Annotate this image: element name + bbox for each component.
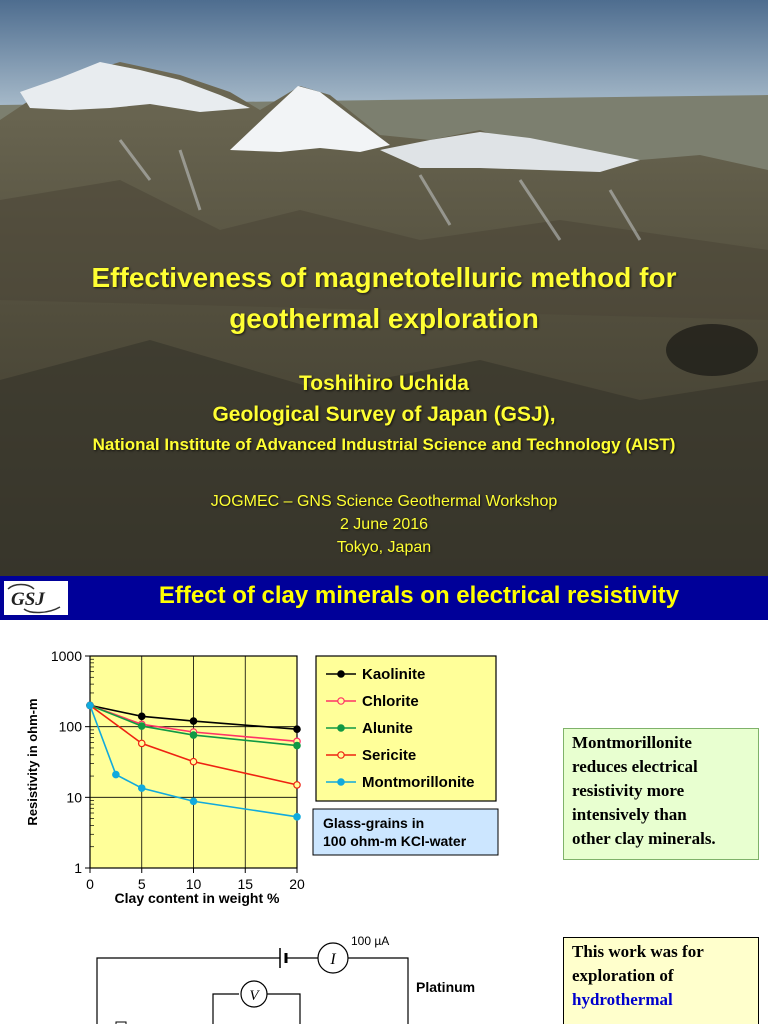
- data-point-montmorillonite: [293, 813, 301, 821]
- exploration-note-line1: This work was for: [572, 942, 704, 961]
- legend-entry-chlorite: Chlorite: [362, 693, 419, 710]
- annotation-line2: 100 ohm-m KCl-water: [323, 833, 467, 849]
- data-point-kaolinite: [137, 712, 146, 721]
- affiliation-gsj: Geological Survey of Japan (GSJ),: [212, 403, 556, 426]
- exploration-note: This work was for exploration of hydroth…: [563, 937, 759, 1024]
- montmorillonite-note-line: Montmorillonite: [572, 733, 692, 752]
- gsj-logo-text: GSJ: [11, 589, 45, 610]
- data-point-kaolinite: [293, 725, 301, 734]
- x-tick-label: 0: [86, 876, 94, 892]
- data-point-alunite: [189, 731, 198, 739]
- series-line-chlorite: [89, 704, 298, 743]
- montmorillonite-note-line: resistivity more: [572, 781, 685, 800]
- y-tick-label: 1000: [51, 648, 82, 664]
- data-point-montmorillonite: [112, 770, 120, 779]
- series-line-sericite: [89, 704, 298, 786]
- series-line-kaolinite: [89, 704, 298, 731]
- annotation-box: [312, 808, 499, 856]
- montmorillonite-note-line: intensively than: [572, 805, 687, 824]
- data-point-sericite: [189, 757, 198, 766]
- ammeter-symbol: I: [329, 951, 336, 968]
- axis-ticks: 0 5 10 15 20 1 10 100 1000: [51, 648, 305, 892]
- legend-entry-kaolinite: Kaolinite: [362, 666, 425, 683]
- montmorillonite-note-line: reduces electrical: [572, 757, 698, 776]
- slide-header-bar: GSJ Effect of clay minerals on electrica…: [0, 576, 768, 620]
- volcano-landscape-background: [0, 0, 768, 576]
- x-tick-label: 10: [186, 876, 202, 892]
- data-point-sericite: [293, 781, 301, 789]
- gsj-logo: GSJ: [4, 581, 68, 615]
- legend-marker: [337, 778, 345, 786]
- circuit-wire-left: [96, 957, 280, 1024]
- data-point-montmorillonite: [189, 797, 198, 806]
- legend-marker: [337, 670, 345, 678]
- exploration-note-highlight: hydrothermal: [572, 990, 673, 1009]
- data-point-sericite: [137, 739, 146, 748]
- series-line-alunite: [89, 704, 298, 747]
- affiliation-aist: National Institute of Advanced Industria…: [92, 435, 676, 454]
- x-tick-label: 20: [289, 876, 305, 892]
- data-point-montmorillonite: [86, 701, 94, 710]
- x-axis-label: Clay content in weight %: [115, 890, 280, 906]
- annotation-line1: Glass-grains in: [323, 815, 424, 831]
- data-series: [86, 701, 301, 821]
- circuit-wire-right: [348, 957, 409, 1024]
- y-tick-label: 100: [59, 719, 83, 735]
- montmorillonite-note: Montmorillonite reduces electrical resisti…: [563, 728, 759, 860]
- event-date: 2 June 2016: [339, 516, 429, 533]
- legend-entry-sericite: Sericite: [362, 747, 416, 764]
- slide-title: Effect of clay minerals on electrical re…: [158, 582, 680, 609]
- clay-minerals-slide: GSJ Effect of clay minerals on electrica…: [0, 576, 768, 1024]
- legend-marker: [337, 697, 345, 705]
- event-location: Tokyo, Japan: [336, 539, 432, 556]
- legend-marker: [337, 724, 345, 732]
- y-tick-label: 10: [66, 789, 82, 805]
- exploration-note-line2: exploration of: [572, 966, 674, 985]
- presentation-title-line1: Effectiveness of magnetotelluric method …: [91, 262, 677, 293]
- data-point-montmorillonite: [137, 784, 146, 792]
- x-tick-label: 5: [138, 876, 146, 892]
- y-tick-label: 1: [74, 860, 82, 876]
- legend-entry-montmorillonite: Montmorillonite: [362, 774, 475, 791]
- author-name: Toshihiro Uchida: [299, 372, 469, 395]
- electrode-marker: [115, 1021, 127, 1024]
- gsj-logo-mark: GSJ: [7, 583, 61, 614]
- current-label: 100 µA: [351, 934, 389, 948]
- voltmeter-symbol: V: [249, 988, 260, 1004]
- presentation-title-line2: geothermal exploration: [229, 303, 539, 334]
- data-point-alunite: [137, 722, 146, 730]
- y-axis-label: Resistivity in ohm-m: [25, 698, 40, 825]
- title-slide: Effectiveness of magnetotelluric method …: [0, 0, 768, 576]
- montmorillonite-note-line: other clay minerals.: [572, 829, 716, 848]
- data-point-kaolinite: [189, 717, 198, 725]
- chart-legend: Kaolinite Chlorite Alunite Sericite Montmori…: [326, 666, 475, 791]
- data-point-alunite: [293, 741, 301, 750]
- legend-entry-alunite: Alunite: [362, 720, 413, 737]
- legend-marker: [337, 751, 345, 759]
- measurement-circuit-diagram: I 100 µA V Platinum: [96, 934, 475, 1024]
- x-tick-label: 15: [237, 876, 253, 892]
- platinum-label: Platinum: [416, 979, 475, 995]
- event-name: JOGMEC – GNS Science Geothermal Workshop: [210, 493, 558, 510]
